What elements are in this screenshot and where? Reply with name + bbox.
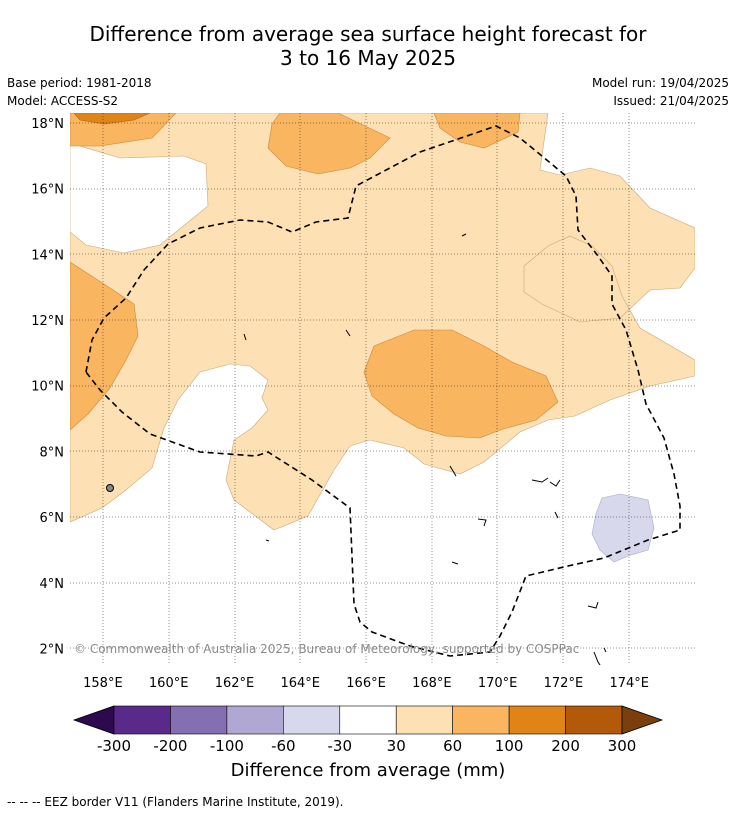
issued-date: Issued: 21/04/2025 (613, 94, 729, 108)
title-line-1: Difference from average sea surface heig… (89, 22, 647, 46)
colorbar-bin (508, 705, 566, 735)
contour-60-100-north (267, 113, 391, 175)
chart-title: Difference from average sea surface heig… (0, 22, 736, 70)
longitude-label: 166°E (346, 676, 386, 691)
eez-border (85, 125, 681, 657)
copyright-notice: © Commonwealth of Australia 2025, Bureau… (74, 642, 579, 656)
longitude-label: 168°E (412, 676, 452, 691)
colorbar-bin (226, 705, 284, 735)
colorbar-bin (565, 705, 623, 735)
latitude-label: 6°N (40, 511, 65, 526)
contour-60-100-west (70, 261, 139, 431)
colorbar-bin (170, 705, 228, 735)
latitude-label: 16°N (31, 183, 64, 198)
contour-60-100-northeast (433, 113, 521, 149)
colorbar-bin (339, 705, 397, 735)
colorbar-ticks: -300 -200 -100 -60 -30 30 60 100 200 300 (97, 737, 636, 755)
longitude-labels: 158°E 160°E 162°E 164°E 166°E 168°E 170°E 172°E… (83, 676, 649, 691)
grid-lines (70, 113, 695, 665)
colorbar-tick-label: 30 (387, 737, 406, 755)
latitude-label: 12°N (31, 314, 64, 329)
colorbar-tick-label: 60 (443, 737, 462, 755)
base-period: Base period: 1981-2018 (7, 76, 152, 90)
colorbar-tick-label: 200 (551, 737, 580, 755)
latitude-label: 18°N (31, 117, 64, 132)
longitude-label: 160°E (149, 676, 189, 691)
longitude-label: 174°E (609, 676, 649, 691)
latitude-label: 2°N (40, 643, 65, 658)
colorbar-label: Difference from average (mm) (230, 760, 506, 781)
latitude-labels: 18°N 16°N 14°N 12°N 10°N 8°N 6°N 4°N 2°N (31, 117, 64, 658)
colorbar-bin (283, 705, 341, 735)
latitude-label: 4°N (40, 577, 65, 592)
longitude-label: 164°E (280, 676, 320, 691)
contour-100-200 (73, 113, 151, 125)
meta-right: Model run: 19/04/2025 Issued: 21/04/2025 (592, 74, 729, 110)
title-line-2: 3 to 16 May 2025 (280, 46, 456, 70)
colorbar-extend-high (621, 705, 664, 735)
colorbar-tick-label: -60 (271, 737, 296, 755)
latitude-label: 10°N (31, 380, 64, 395)
longitude-label: 170°E (478, 676, 518, 691)
colorbar-tick-label: 300 (608, 737, 637, 755)
latitude-label: 14°N (31, 248, 64, 263)
colorbar-tick-label: -300 (97, 737, 131, 755)
island-outlines (106, 233, 607, 665)
colorbar-extend-low (72, 705, 115, 735)
contour-30-60 (70, 113, 695, 531)
map-panel: © Commonwealth of Australia 2025, Bureau… (70, 113, 695, 665)
colorbar-tick-label: -30 (328, 737, 353, 755)
model-name: Model: ACCESS-S2 (7, 94, 119, 108)
contour-60-100-center (363, 329, 559, 439)
contour-negative-30-60 (591, 493, 655, 563)
colorbar-bin (113, 705, 171, 735)
longitude-label: 158°E (83, 676, 123, 691)
longitude-label: 162°E (215, 676, 255, 691)
colorbar-tick-label: -100 (210, 737, 244, 755)
model-run: Model run: 19/04/2025 (591, 76, 729, 90)
colorbar-tick-label: 100 (495, 737, 524, 755)
colorbar (72, 705, 664, 735)
eez-legend-note: -- -- -- EEZ border V11 (Flanders Marine… (7, 795, 344, 809)
meta-left: Base period: 1981-2018 Model: ACCESS-S2 (7, 74, 152, 110)
longitude-label: 172°E (544, 676, 584, 691)
latitude-label: 8°N (40, 445, 65, 460)
colorbar-bin (395, 705, 453, 735)
colorbar-bin (452, 705, 510, 735)
colorbar-tick-label: -200 (153, 737, 187, 755)
